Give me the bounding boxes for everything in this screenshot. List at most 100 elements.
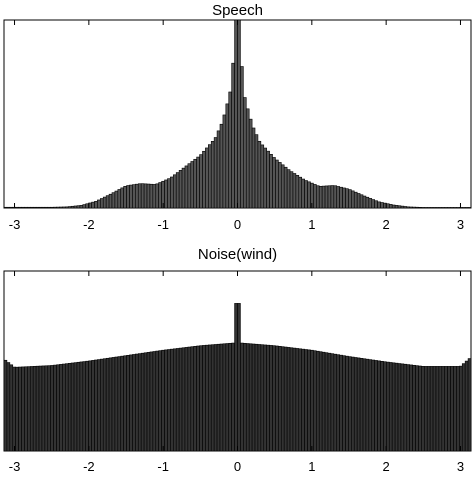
- histogram-bar: [21, 206, 25, 209]
- histogram-bar: [400, 205, 405, 209]
- histogram-bar: [342, 355, 346, 452]
- histogram-bar: [24, 206, 28, 209]
- histogram-bar: [9, 364, 14, 452]
- histogram-bar: [415, 365, 419, 452]
- histogram-bar: [97, 359, 101, 452]
- histogram-bar: [275, 159, 279, 209]
- histogram-bar: [135, 353, 139, 452]
- histogram-bar: [371, 359, 375, 452]
- histogram-bar: [450, 366, 454, 452]
- histogram-bar: [82, 204, 87, 209]
- histogram-bar: [266, 150, 270, 209]
- histogram-bar: [391, 362, 396, 452]
- histogram-bar: [388, 204, 393, 209]
- histogram-bar: [275, 345, 279, 452]
- histogram-bar: [210, 344, 215, 452]
- histogram-bar: [102, 196, 107, 209]
- histogram-bar: [453, 207, 457, 209]
- histogram-bar: [108, 357, 113, 452]
- x-tick-label: 3: [457, 459, 464, 474]
- histogram-bar: [100, 358, 104, 452]
- histogram-bar: [70, 205, 75, 209]
- histogram-bar: [44, 206, 49, 209]
- histogram-bar: [397, 205, 402, 209]
- histogram-bar: [426, 207, 431, 209]
- histogram-bar: [278, 346, 282, 452]
- histogram-bar: [450, 207, 454, 209]
- histogram-bar: [400, 363, 405, 452]
- histogram-bar: [377, 201, 381, 209]
- histogram-bar: [178, 170, 183, 209]
- histogram-bar: [330, 185, 335, 209]
- histogram-bar: [406, 206, 411, 209]
- histogram-bar: [12, 366, 16, 452]
- histogram-bar: [298, 176, 303, 209]
- histogram-bar: [295, 348, 300, 452]
- histogram-bar: [6, 206, 11, 209]
- histogram-bar: [272, 345, 276, 452]
- histogram-bar: [135, 183, 139, 209]
- histogram-bar: [406, 364, 411, 452]
- histogram-bar: [251, 127, 256, 209]
- histogram-bar: [467, 358, 472, 452]
- histogram-bar: [155, 183, 159, 209]
- histogram-bar: [76, 361, 81, 452]
- histogram-bar: [172, 174, 177, 209]
- histogram-bar: [59, 364, 63, 452]
- histogram-bar: [62, 363, 66, 452]
- histogram-bar: [88, 360, 92, 452]
- histogram-bar: [140, 183, 145, 209]
- histogram-bar: [123, 355, 127, 452]
- histogram-bar: [254, 134, 259, 209]
- histogram-bar: [438, 207, 443, 209]
- histogram-bar: [426, 366, 431, 452]
- histogram-bar: [254, 343, 259, 452]
- histogram-bar: [228, 91, 232, 209]
- histogram-bar: [146, 183, 151, 209]
- histogram-bar: [388, 362, 393, 452]
- histogram-bar: [234, 303, 238, 452]
- histogram-bar: [53, 206, 57, 209]
- histogram-bar: [464, 360, 469, 452]
- histogram-bar: [263, 147, 267, 209]
- histogram-bar: [216, 343, 221, 452]
- x-tick-label: 0: [234, 217, 241, 232]
- histogram-bar: [47, 206, 51, 209]
- histogram-bar: [181, 347, 186, 452]
- histogram-bar: [193, 346, 197, 452]
- histogram-bar: [353, 191, 358, 209]
- histogram-bar: [391, 204, 396, 209]
- histogram-bar: [356, 193, 361, 209]
- histogram-bar: [225, 103, 230, 209]
- histogram-bar: [316, 350, 320, 452]
- histogram-bar: [453, 366, 457, 452]
- histogram-bar: [280, 164, 285, 209]
- histogram-bar: [412, 364, 416, 452]
- histogram-bar: [461, 207, 466, 209]
- histogram-bar: [289, 347, 294, 452]
- histogram-bar: [333, 353, 338, 452]
- histogram-bar: [444, 207, 448, 209]
- histogram-bar: [158, 350, 162, 452]
- histogram-bar: [126, 354, 130, 452]
- histogram-bar: [283, 346, 288, 452]
- histogram-bar: [383, 361, 387, 452]
- histogram-bar: [47, 365, 51, 452]
- histogram-bar: [91, 360, 95, 452]
- histogram-bar: [345, 355, 349, 452]
- histogram-bar: [50, 365, 54, 452]
- histogram-bar: [190, 346, 195, 452]
- histogram-bar: [94, 201, 98, 209]
- histogram-bar: [266, 344, 270, 452]
- histogram-bar: [321, 185, 326, 209]
- histogram-bar: [199, 345, 203, 452]
- histogram-bar: [409, 364, 413, 452]
- histogram-bar: [333, 185, 338, 209]
- histogram-bar: [348, 356, 352, 452]
- histogram-bar: [219, 123, 224, 209]
- histogram-bar: [202, 345, 206, 452]
- histogram-bar: [339, 186, 343, 209]
- histogram-bar: [251, 343, 256, 452]
- histogram-bar: [403, 363, 408, 452]
